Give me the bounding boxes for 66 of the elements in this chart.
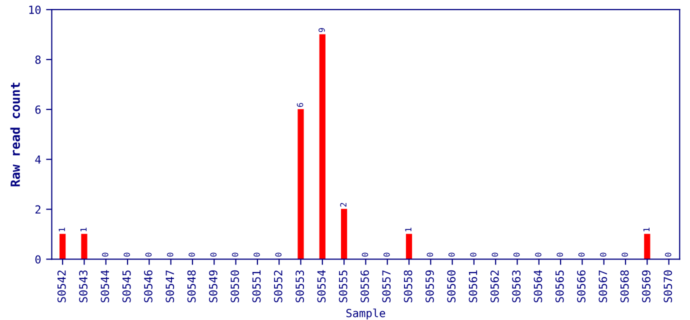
data-label: 0 [426,252,434,257]
x-tick-label: S0551 [252,270,261,302]
y-tick-label: 8 [35,56,41,64]
x-tick-label: S0570 [664,270,672,302]
x-tick-label: S0554 [317,270,326,302]
y-axis-title: Raw read count [10,82,20,186]
data-label: 1 [58,228,65,232]
x-tick-label: S0562 [490,270,499,302]
data-label: 0 [664,252,672,257]
data-label: 0 [145,252,152,257]
x-tick-label: S0567 [598,270,608,302]
data-label: 0 [448,252,455,257]
x-tick-label: S0569 [642,270,650,302]
x-tick-label: S0564 [534,270,542,302]
x-tick-label: S0557 [382,270,391,302]
data-label: 0 [470,252,476,257]
data-label: 0 [535,252,542,257]
data-label: 0 [622,252,628,257]
data-label: 0 [275,252,282,257]
x-tick-label: S0559 [426,270,434,302]
data-label: 0 [188,252,195,257]
x-tick-label: S0552 [274,270,282,302]
y-tick-label: 0 [35,255,41,264]
x-tick-label: S0547 [166,270,174,302]
x-tick-label: S0560 [447,270,456,302]
x-tick-label: S0553 [296,270,304,302]
x-tick-label: S0545 [122,270,131,302]
y-tick-label: 2 [35,205,40,214]
x-tick-label: S0549 [208,270,218,302]
data-label: 0 [600,252,606,257]
data-label: 2 [340,202,346,207]
y-tick-label: 4 [35,156,41,164]
x-tick-label: S0563 [512,270,521,302]
data-label: 0 [513,252,520,257]
x-tick-label: S0568 [620,270,629,302]
data-label: 0 [102,252,108,257]
data-label: 0 [556,252,564,257]
data-label: 0 [210,252,217,257]
data-label: 0 [492,252,498,257]
x-tick-label: S0556 [360,270,369,302]
x-tick-label: S0561 [468,270,478,302]
data-label: 0 [124,252,130,257]
data-label: 6 [296,102,304,107]
x-tick-label: S0546 [144,270,152,302]
data-label: 9 [318,28,325,32]
x-tick-label: S0543 [79,270,88,302]
x-tick-label: S0555 [338,270,348,302]
x-tick-label: S0565 [555,270,564,302]
x-tick-label: S0550 [230,270,240,302]
data-label: 0 [166,252,174,257]
x-tick-label: S0558 [404,270,412,302]
data-label: 1 [80,228,87,232]
x-tick-label: S0542 [57,270,66,302]
data-label: 1 [643,228,650,232]
x-axis-title: Sample [346,308,386,320]
data-label: 0 [232,252,238,257]
y-tick-label: 6 [35,105,41,114]
data-label: 0 [362,252,368,257]
x-tick-label: S0566 [577,270,586,302]
data-label: 1 [405,228,412,232]
data-label: 0 [578,252,585,257]
y-tick-label: 10 [29,6,41,14]
data-label: 0 [254,252,260,257]
x-tick-label: S0548 [187,270,196,302]
data-label: 0 [383,252,390,257]
x-tick-label: S0544 [100,270,110,302]
